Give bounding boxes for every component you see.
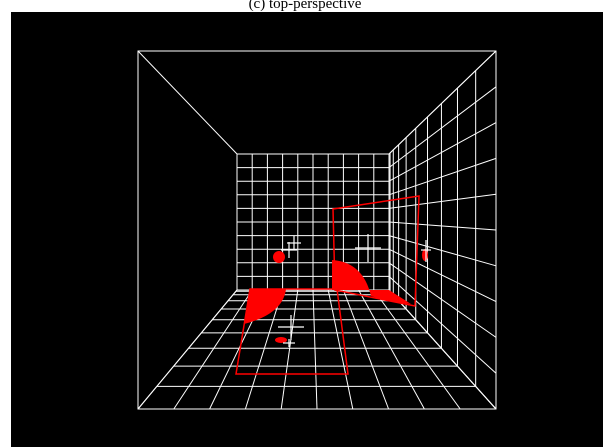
- floor-depth-line: [342, 289, 390, 410]
- floor-plane-region: [244, 289, 286, 324]
- crosshair-markers: [278, 234, 431, 347]
- crosshair-right-wall: [421, 240, 431, 262]
- figure-caption: (c) top-perspective: [248, 0, 362, 12]
- highlight-planes: [235, 195, 428, 375]
- right-wall-depth-line: [388, 248, 497, 303]
- right-wall-depth-line: [388, 157, 497, 196]
- room-grid-scene: [137, 50, 497, 410]
- back-wall-blob: [273, 251, 285, 263]
- floor-grid: [137, 289, 497, 410]
- back-wall-grid: [236, 153, 390, 291]
- floor-blob: [275, 337, 287, 343]
- right-wall-grid: [388, 50, 497, 410]
- right-wall-depth-line: [388, 276, 497, 374]
- right-wall-depth-line: [388, 122, 497, 182]
- floor-plane-outline: [235, 288, 349, 375]
- floor-depth-line: [373, 289, 461, 410]
- floor-depth-line: [137, 289, 238, 410]
- right-wall-depth-line: [388, 262, 497, 338]
- floor-depth-line: [280, 289, 299, 410]
- floor-depth-line: [173, 289, 253, 410]
- floor-depth-line: [312, 289, 318, 410]
- right-wall-depth-line: [388, 193, 497, 209]
- room-view: [11, 12, 603, 447]
- edge-top-left: [137, 50, 238, 155]
- crosshair-floor-plane: [278, 315, 304, 340]
- right-wall-depth-line: [388, 235, 497, 267]
- right-wall-depth-line: [388, 50, 497, 155]
- outer-frame: [137, 50, 497, 410]
- vertical-plane-region: [332, 260, 411, 304]
- crosshair-floor-blob: [283, 339, 295, 347]
- room-frame: [137, 50, 497, 410]
- floor-depth-line: [358, 289, 425, 410]
- right-wall-blob: [422, 249, 428, 261]
- floor-depth-line: [327, 289, 354, 410]
- crosshair-back-wall-2: [287, 236, 301, 250]
- right-wall-depth-line: [388, 221, 497, 231]
- right-wall-depth-line: [388, 289, 497, 410]
- floor-depth-line: [244, 289, 284, 410]
- crosshair-vertical-plane: [355, 234, 381, 262]
- right-wall-depth-line: [388, 86, 497, 168]
